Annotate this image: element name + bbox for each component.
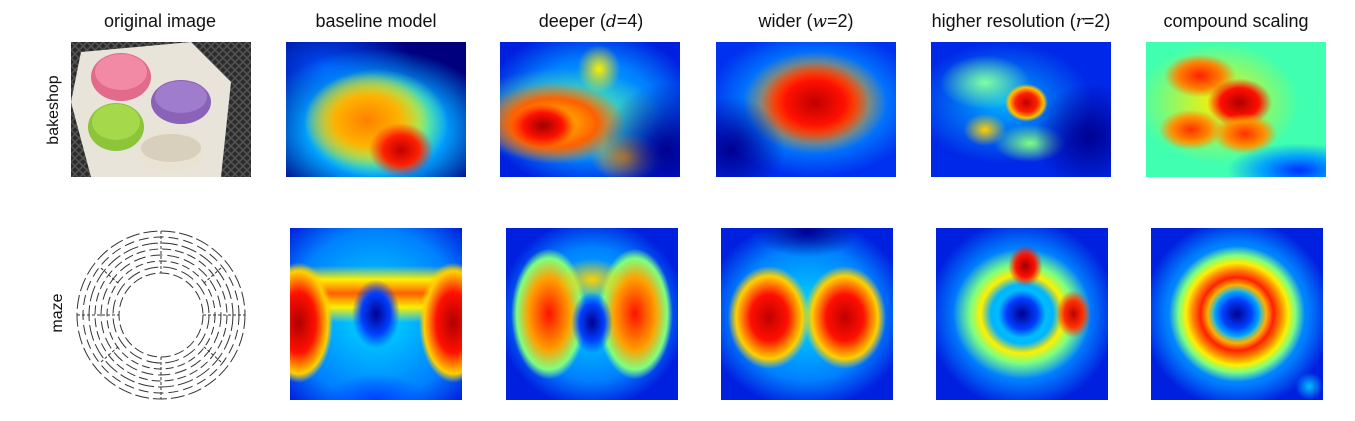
wider-suffix: =2) (827, 11, 854, 31)
maze-heatmap-compound-scaling (1151, 228, 1323, 400)
column-title-higher-resolution: higher resolution (r=2) (932, 8, 1111, 35)
maze-heatmap-deeper (506, 228, 678, 400)
bakeshop-heatmap-deeper (500, 42, 680, 177)
deeper-prefix: deeper ( (538, 11, 606, 31)
row-label-bakeshop: bakeshop (45, 75, 62, 145)
wider-prefix: wider ( (758, 11, 813, 31)
higher-res-prefix: higher resolution ( (931, 11, 1076, 31)
higher-res-variable: r (1075, 12, 1084, 32)
column-title-compound-scaling: compound scaling (1163, 11, 1309, 31)
bakeshop-heatmap-baseline (286, 42, 466, 177)
maze-heatmap-wider (721, 228, 893, 400)
row-label-maze: maze (49, 293, 66, 333)
bakeshop-heatmap-higher-resolution (931, 42, 1111, 177)
higher-res-suffix: =2) (1083, 11, 1111, 31)
wider-variable: w (812, 12, 828, 32)
deeper-variable: d (605, 12, 617, 32)
deeper-suffix: =4) (616, 11, 644, 31)
bakeshop-original-photo (71, 42, 251, 177)
bakeshop-heatmap-wider (716, 42, 896, 177)
bakeshop-heatmap-compound-scaling (1146, 42, 1326, 177)
column-title-deeper: deeper (d=4) (539, 8, 643, 35)
maze-original-image (71, 228, 251, 403)
column-title-baseline-model: baseline model (315, 11, 437, 31)
column-title-wider: wider (w=2) (758, 8, 853, 35)
column-title-original-image: original image (103, 11, 217, 31)
maze-heatmap-baseline (290, 228, 462, 400)
maze-heatmap-higher-resolution (936, 228, 1108, 400)
